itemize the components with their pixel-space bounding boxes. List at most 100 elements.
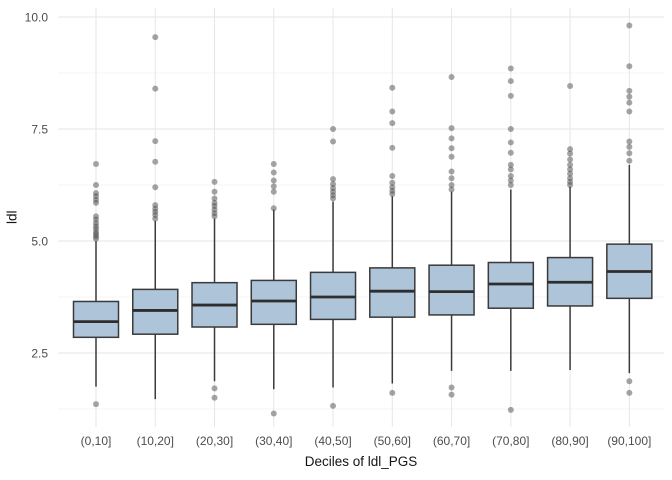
outlier-point (389, 389, 396, 396)
outlier-point (626, 378, 633, 385)
boxplot-group (428, 74, 475, 398)
outlier-point (330, 126, 337, 132)
outlier-point (152, 184, 159, 191)
outlier-point (626, 99, 633, 106)
outlier-point (507, 182, 514, 188)
outlier-point (93, 182, 99, 188)
outlier-point (448, 145, 455, 152)
outlier-point (389, 179, 396, 186)
outlier-point (152, 202, 159, 209)
outlier-point (93, 160, 99, 167)
outlier-point (330, 181, 337, 188)
outlier-point (448, 135, 455, 142)
outlier-point (567, 150, 574, 157)
outlier-point (448, 153, 455, 160)
outlier-point (448, 186, 455, 193)
y-axis-title: ldl (4, 210, 20, 225)
outlier-point (152, 158, 159, 165)
y-tick-label: 10.0 (25, 10, 49, 24)
x-tick-label: (50,60] (374, 434, 411, 448)
boxplot-group (606, 22, 653, 396)
box-iqr (72, 300, 120, 339)
outlier-point (507, 173, 514, 180)
outlier-point (507, 78, 514, 85)
boxplot-group (487, 65, 535, 413)
outlier-point (567, 170, 574, 177)
outlier-point (270, 169, 277, 176)
outlier-point (507, 166, 514, 173)
outlier-point (330, 138, 337, 145)
outlier-point (507, 161, 514, 168)
x-tick-label: (30,40] (255, 434, 292, 448)
outlier-point (507, 149, 514, 156)
outlier-point (448, 182, 455, 188)
outlier-point (93, 190, 99, 197)
outlier-point (389, 144, 396, 151)
x-tick-label: (20,30] (196, 434, 233, 448)
boxplot-group (309, 126, 357, 409)
outlier-point (152, 85, 159, 92)
outlier-point (626, 150, 633, 157)
outlier-point (626, 143, 633, 150)
outlier-point (270, 177, 277, 184)
outlier-point (330, 402, 337, 409)
y-tick-label: 5.0 (31, 234, 48, 248)
outlier-point (270, 188, 277, 195)
outlier-point (507, 406, 514, 413)
boxplot-group (250, 160, 298, 417)
boxplot-group (132, 34, 179, 400)
x-axis-title: Deciles of ldl_PGS (304, 454, 418, 469)
x-tick-label: (70,80] (492, 434, 529, 448)
outlier-point (448, 125, 455, 132)
outlier-point (211, 199, 218, 206)
x-tick-label: (60,70] (433, 434, 470, 448)
outlier-point (507, 139, 514, 146)
outlier-point (567, 166, 574, 173)
outlier-point (507, 65, 514, 72)
outlier-point (330, 176, 337, 183)
outlier-point (389, 184, 396, 191)
outlier-point (211, 178, 218, 185)
outlier-point (626, 63, 633, 70)
outlier-point (507, 177, 514, 184)
outlier-point (211, 394, 218, 401)
outlier-point (448, 391, 455, 398)
boxplot-group (369, 84, 416, 396)
outlier-point (211, 188, 218, 195)
x-tick-label: (0,10] (81, 434, 112, 448)
outlier-point (567, 156, 574, 163)
outlier-point (211, 195, 218, 202)
outlier-point (93, 213, 99, 220)
boxplot-group (72, 160, 120, 408)
outlier-point (626, 22, 633, 29)
outlier-point (626, 389, 633, 396)
boxplot-group (546, 82, 594, 371)
outlier-point (507, 92, 514, 99)
outlier-point (626, 157, 633, 164)
outlier-point (626, 87, 633, 94)
x-tick-label: (90,100] (607, 434, 651, 448)
outlier-point (567, 146, 574, 153)
outlier-point (211, 385, 218, 392)
box-iqr (428, 264, 475, 316)
outlier-point (270, 183, 277, 190)
outlier-point (270, 410, 277, 417)
outlier-point (507, 126, 514, 132)
outlier-point (389, 173, 396, 180)
y-tick-label: 7.5 (31, 122, 48, 136)
outlier-point (152, 34, 159, 41)
outlier-point (626, 108, 633, 115)
y-tick-label: 2.5 (31, 346, 48, 360)
outlier-point (270, 160, 277, 167)
outlier-point (448, 168, 455, 175)
outlier-point (567, 161, 574, 168)
outlier-point (448, 384, 455, 391)
outlier-point (626, 93, 633, 100)
outlier-point (93, 401, 99, 408)
outlier-point (567, 175, 574, 182)
outlier-point (448, 175, 455, 182)
outlier-point (567, 82, 574, 89)
